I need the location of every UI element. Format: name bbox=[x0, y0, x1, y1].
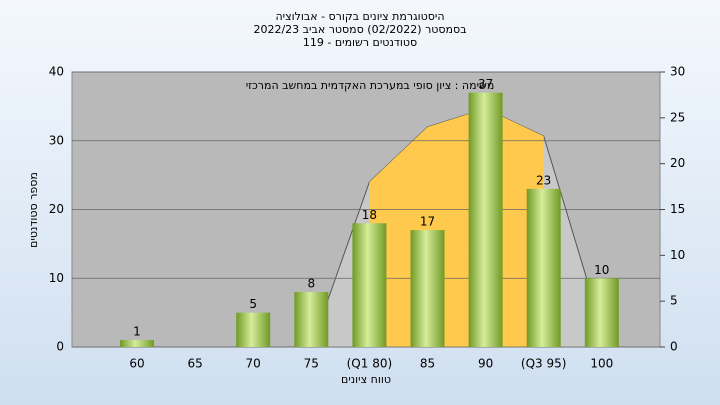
bar bbox=[526, 188, 561, 347]
annotation: משימה : ציון סופי במערכת האקדמית במחשב ה… bbox=[246, 79, 495, 92]
value-label: 17 bbox=[420, 215, 435, 229]
x-tick-label: 60 bbox=[129, 357, 144, 371]
y-tick-label: 10 bbox=[49, 271, 64, 285]
y-tick-label: 0 bbox=[56, 340, 64, 354]
y-tick-label: 20 bbox=[49, 202, 64, 216]
y2-tick-label: 0 bbox=[670, 340, 678, 354]
bar bbox=[410, 230, 445, 347]
bar bbox=[120, 340, 154, 347]
x-tick-label: (Q1 80) bbox=[347, 357, 393, 371]
x-tick-label: (Q3 95) bbox=[521, 357, 567, 371]
y-tick-label: 40 bbox=[49, 65, 64, 79]
x-axis-label: טווח ציונים bbox=[341, 373, 391, 386]
y-tick-label: 30 bbox=[49, 133, 64, 147]
value-label: 8 bbox=[307, 277, 315, 291]
value-label: 5 bbox=[249, 297, 257, 311]
value-label: 23 bbox=[536, 173, 551, 187]
y2-tick-label: 15 bbox=[670, 202, 685, 216]
y2-tick-label: 10 bbox=[670, 248, 685, 262]
y2-tick-label: 30 bbox=[670, 65, 685, 79]
value-label: 1 bbox=[133, 325, 141, 339]
x-tick-label: 70 bbox=[246, 357, 261, 371]
title-line: סטודנטים רשומים - 119 bbox=[303, 36, 417, 49]
x-tick-label: 100 bbox=[590, 357, 613, 371]
y2-tick-label: 25 bbox=[670, 110, 685, 124]
x-tick-label: 75 bbox=[304, 357, 319, 371]
value-label: 18 bbox=[362, 208, 377, 222]
x-tick-label: 90 bbox=[478, 357, 493, 371]
bar bbox=[236, 312, 271, 347]
value-label: 37 bbox=[478, 77, 493, 91]
value-label: 10 bbox=[594, 263, 609, 277]
bar bbox=[584, 278, 619, 347]
bar bbox=[352, 223, 387, 347]
x-tick-label: 65 bbox=[187, 357, 202, 371]
bar bbox=[468, 92, 503, 347]
y2-tick-label: 5 bbox=[670, 294, 678, 308]
title-line: בסמסטר (02/2022) סמסטר אביב 2022/23 bbox=[253, 23, 466, 36]
y-axis-label: מספר סטודנטים bbox=[27, 172, 40, 248]
title-line: היסטוגרמת ציונים בקורס - אבולוציה bbox=[275, 10, 444, 23]
x-tick-label: 85 bbox=[420, 357, 435, 371]
bar bbox=[294, 292, 329, 347]
y2-tick-label: 20 bbox=[670, 156, 685, 170]
